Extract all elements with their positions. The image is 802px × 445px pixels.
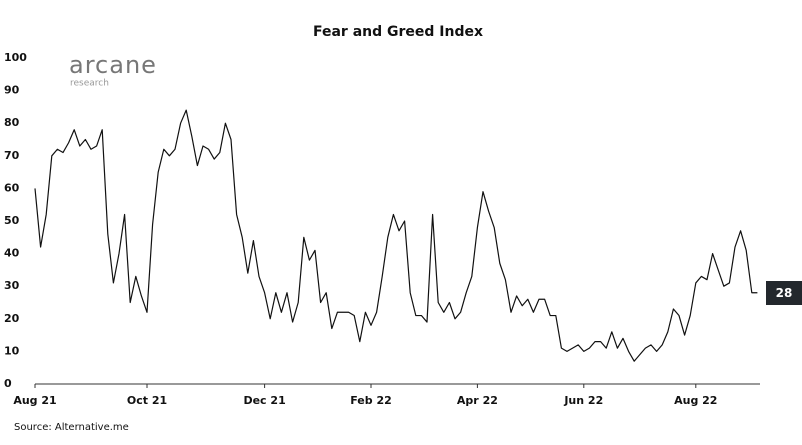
x-tick-label: Oct 21 <box>127 394 167 407</box>
x-tick-label: Aug 22 <box>674 394 717 407</box>
y-tick-label: 60 <box>4 181 20 194</box>
x-tick-label: Apr 22 <box>457 394 498 407</box>
y-tick-label: 0 <box>4 377 12 390</box>
x-tick-label: Aug 21 <box>13 394 56 407</box>
logo: arcane <box>69 51 157 79</box>
y-tick-label: 100 <box>4 51 27 64</box>
y-tick-label: 20 <box>4 312 20 325</box>
chart-title: Fear and Greed Index <box>313 24 483 40</box>
current-value-box <box>766 281 802 305</box>
x-tick-label: Jun 22 <box>563 394 603 407</box>
y-tick-label: 10 <box>4 344 20 357</box>
y-tick-label: 80 <box>4 116 20 129</box>
logo-subtitle: research <box>70 79 109 89</box>
x-tick-label: Dec 21 <box>243 394 285 407</box>
y-tick-label: 50 <box>4 214 20 227</box>
current-value-label: 28 <box>776 286 793 300</box>
y-tick-label: 70 <box>4 149 20 162</box>
x-tick-label: Feb 22 <box>350 394 392 407</box>
source: Source: Alternative.me <box>14 422 129 433</box>
y-tick-label: 30 <box>4 279 20 292</box>
y-tick-label: 90 <box>4 84 20 97</box>
line-series <box>34 109 758 362</box>
y-tick-label: 40 <box>4 247 20 260</box>
